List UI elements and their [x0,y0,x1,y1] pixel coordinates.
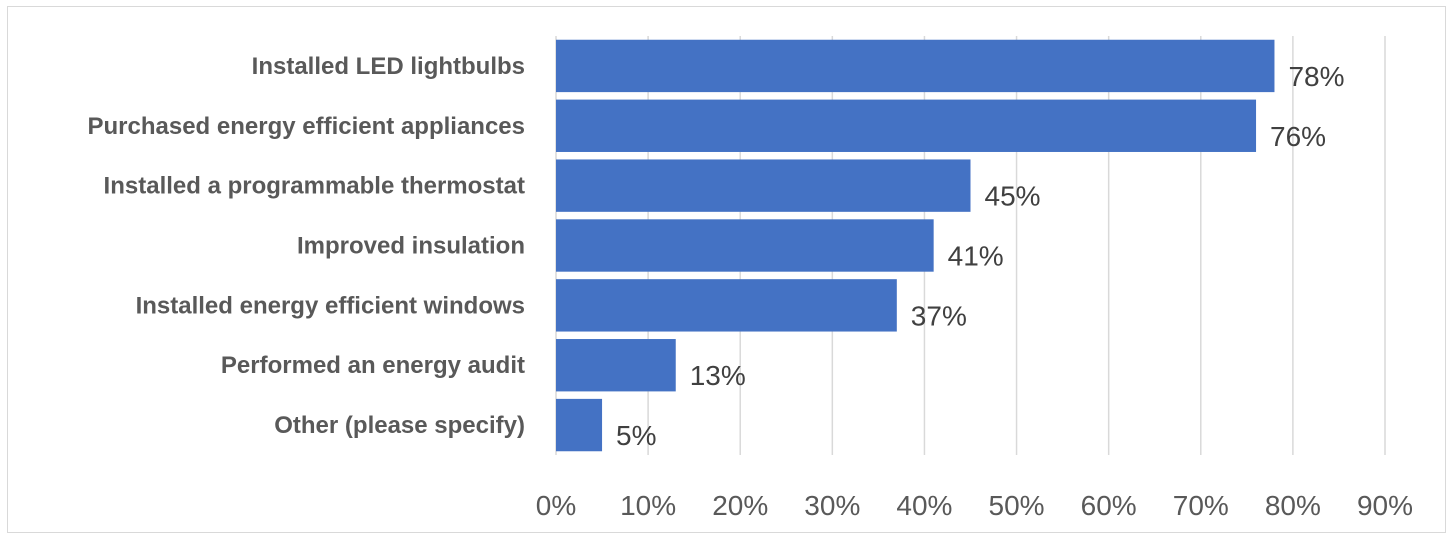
value-label: 45% [985,181,1041,212]
value-label: 37% [911,300,967,331]
category-label: Improved insulation [297,233,525,260]
value-label: 13% [690,360,746,391]
bar [556,279,897,332]
category-label: Installed a programmable thermostat [104,173,525,200]
bar [556,339,676,392]
value-label: 78% [1288,61,1344,92]
x-tick-label: 50% [989,490,1045,521]
x-tick-label: 20% [712,490,768,521]
x-tick-label: 80% [1265,490,1321,521]
value-label: 76% [1270,121,1326,152]
category-label: Performed an energy audit [221,352,525,379]
x-tick-label: 10% [620,490,676,521]
bar [556,219,934,272]
category-label: Installed energy efficient windows [136,292,525,319]
bar [556,99,1257,152]
x-tick-label: 0% [536,490,576,521]
x-tick-label: 60% [1081,490,1137,521]
value-label: 5% [616,420,656,451]
bar [556,398,603,452]
category-label: Other (please specify) [274,412,525,439]
x-tick-label: 40% [896,490,952,521]
category-label: Installed LED lightbulbs [252,53,525,80]
value-label: 41% [948,241,1004,272]
x-tick-label: 30% [804,490,860,521]
x-tick-label: 90% [1357,490,1413,521]
x-tick-label: 70% [1173,490,1229,521]
bar [556,39,1275,93]
category-label: Purchased energy efficient appliances [88,113,526,140]
bar [556,159,971,212]
